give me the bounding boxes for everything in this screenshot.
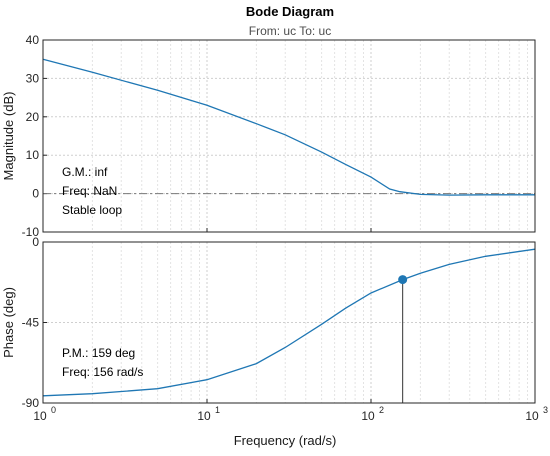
x-tick-exponent: 0 [51, 405, 56, 415]
phase-series-line [42, 248, 536, 397]
x-tick-label: 10 [525, 409, 539, 423]
y-axis-label: Magnitude (dB) [1, 92, 16, 181]
y-tick-label: 40 [26, 33, 40, 47]
annotation-text: Stable loop [62, 203, 122, 217]
magnitude-panel: -10 0 10 20 30 40 Magnitude (dB) G.M.: inf Freq:… [1, 33, 536, 239]
magnitude-series-line [42, 58, 535, 196]
x-tick-exponent: 1 [215, 405, 220, 415]
y-tick-label: -90 [22, 396, 40, 410]
x-tick-exponent: 3 [543, 405, 548, 415]
y-tick-label: -10 [22, 225, 40, 239]
x-axis-label: Frequency (rad/s) [234, 433, 337, 448]
y-axis-label: Phase (deg) [1, 287, 16, 358]
y-tick-label: 0 [32, 235, 39, 249]
annotation-text: Freq: NaN [62, 184, 117, 198]
phase-margin-marker [398, 275, 408, 285]
y-tick-label: 20 [26, 110, 40, 124]
x-tick-label: 10 [197, 409, 211, 423]
annotation-text: G.M.: inf [62, 165, 108, 179]
chart-subtitle: From: uc To: uc [249, 24, 331, 38]
y-tick-label: -45 [22, 316, 40, 330]
x-tick-label: 10 [33, 409, 47, 423]
phase-panel: -90 -45 0 Phase (deg) P.M.: 159 deg Freq: 156… [1, 235, 548, 423]
y-tick-label: 30 [26, 71, 40, 85]
axes-box [42, 39, 536, 233]
annotation-text: Freq: 156 rad/s [62, 365, 143, 379]
x-tick-exponent: 2 [379, 405, 384, 415]
y-tick-label: 0 [32, 187, 39, 201]
y-tick-label: 10 [26, 148, 40, 162]
axes-box [42, 241, 536, 404]
x-tick-label: 10 [361, 409, 375, 423]
annotation-text: P.M.: 159 deg [62, 346, 135, 360]
chart-title: Bode Diagram [246, 4, 334, 19]
